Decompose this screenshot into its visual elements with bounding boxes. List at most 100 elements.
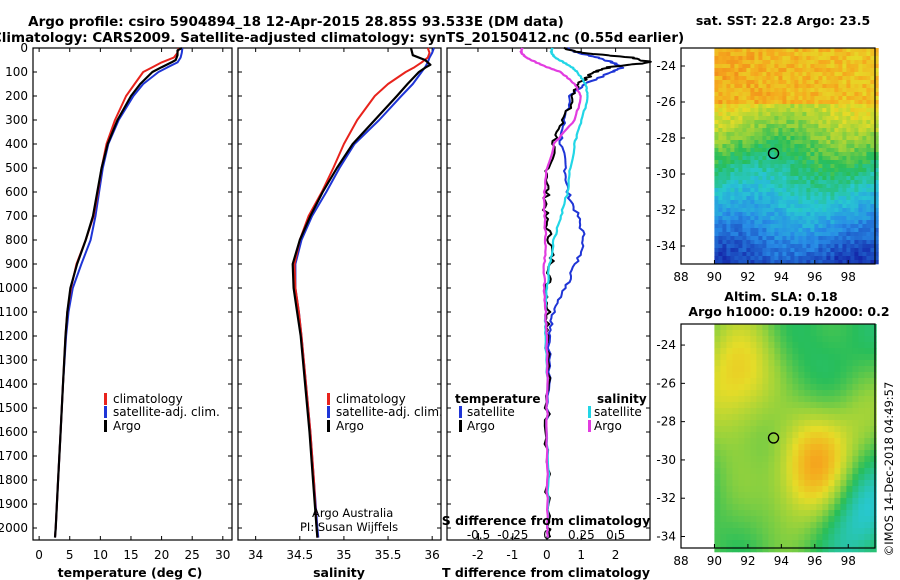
- sst-map-cell: [734, 236, 739, 241]
- sla-map-cell: [846, 438, 853, 445]
- sst-map-cell: [874, 240, 879, 245]
- sla-map-cell: [756, 456, 763, 463]
- legend-label-argo: Argo: [336, 419, 364, 433]
- sst-map-cell: [874, 100, 879, 105]
- sst-map-cell: [766, 112, 771, 117]
- sla-map-cell: [792, 540, 799, 547]
- sla-map-cell: [810, 372, 817, 379]
- sst-map-cell: [778, 132, 783, 137]
- sst-map-cell: [822, 152, 827, 157]
- sla-map-cell: [714, 492, 721, 499]
- sst-map-cell: [802, 204, 807, 209]
- sst-map-cell: [714, 184, 719, 189]
- sst-map-cell: [774, 144, 779, 149]
- sst-map-cell: [770, 212, 775, 217]
- sla-map-cell: [846, 390, 853, 397]
- sla-map-cell: [744, 540, 751, 547]
- lat-tick-label: -28: [656, 131, 676, 145]
- sla-map-cell: [804, 504, 811, 511]
- sst-map-cell: [774, 128, 779, 133]
- sst-map-cell: [866, 192, 871, 197]
- sla-map-cell: [732, 450, 739, 457]
- sla-map-cell: [798, 408, 805, 415]
- sst-map-cell: [866, 88, 871, 93]
- sst-map-cell: [794, 204, 799, 209]
- sst-map-cell: [782, 180, 787, 185]
- sla-map-cell: [768, 390, 775, 397]
- sst-map-cell: [726, 76, 731, 81]
- sst-map-cell: [746, 260, 751, 265]
- sst-map-cell: [778, 76, 783, 81]
- sst-map-cell: [758, 208, 763, 213]
- sla-map-cell: [816, 546, 823, 553]
- sla-map-cell: [756, 474, 763, 481]
- sst-map-axes: 88 90 92 94 96 98-24-26-28-30-32-34: [656, 59, 855, 284]
- sst-map-cell: [746, 172, 751, 177]
- sst-map-cell: [778, 176, 783, 181]
- sst-map-cell: [818, 116, 823, 121]
- sla-map-cell: [834, 540, 841, 547]
- lon-tick-label: 88: [673, 554, 688, 568]
- sla-map-cell: [780, 402, 787, 409]
- sst-map-cell: [874, 152, 879, 157]
- sst-map-cell: [794, 220, 799, 225]
- sst-map-cell: [822, 124, 827, 129]
- sst-map-cell: [754, 104, 759, 109]
- sst-map-cell: [858, 76, 863, 81]
- sla-map-cell: [864, 432, 871, 439]
- sst-map-cell: [786, 204, 791, 209]
- sst-map-cell: [766, 128, 771, 133]
- sst-map-cell: [714, 188, 719, 193]
- sst-map-cell: [814, 196, 819, 201]
- sla-map-cell: [744, 336, 751, 343]
- sst-map-cell: [738, 132, 743, 137]
- sla-map-cell: [828, 522, 835, 529]
- sst-map-cell: [858, 168, 863, 173]
- sst-map-cell: [794, 244, 799, 249]
- sla-map-cell: [834, 420, 841, 427]
- sla-map-cell: [822, 546, 829, 553]
- sst-map-cell: [858, 56, 863, 61]
- sst-map-cell: [730, 160, 735, 165]
- sst-map-cell: [778, 116, 783, 121]
- sst-map-cell: [734, 244, 739, 249]
- sst-map-cell: [750, 204, 755, 209]
- sst-map-cell: [806, 180, 811, 185]
- sst-map-cell: [750, 220, 755, 225]
- sst-map-cell: [830, 68, 835, 73]
- sst-map-cell: [830, 164, 835, 169]
- sla-map-cell: [798, 492, 805, 499]
- sla-map-cell: [864, 378, 871, 385]
- x-tick-label: 20: [154, 548, 169, 562]
- sst-map-cell: [810, 56, 815, 61]
- sst-map-cell: [742, 236, 747, 241]
- sst-map-cell: [850, 164, 855, 169]
- sla-map-cell: [732, 420, 739, 427]
- sst-map-cell: [814, 140, 819, 145]
- legend-label-climatology: climatology: [113, 392, 183, 406]
- sst-map-cell: [826, 256, 831, 261]
- sst-map-cell: [866, 216, 871, 221]
- sst-map-cell: [850, 236, 855, 241]
- sst-map-cell: [734, 100, 739, 105]
- sst-map-cell: [762, 148, 767, 153]
- sst-map-cell: [762, 160, 767, 165]
- sst-map-cell: [722, 156, 727, 161]
- sst-map-cell: [858, 248, 863, 253]
- sst-map-cell: [862, 60, 867, 65]
- sst-map-cell: [726, 144, 731, 149]
- sst-map-cell: [786, 56, 791, 61]
- sla-map-cell: [864, 522, 871, 529]
- sst-map-cell: [798, 80, 803, 85]
- sst-map-cell: [866, 144, 871, 149]
- sst-map-cell: [854, 116, 859, 121]
- sst-map-cell: [850, 76, 855, 81]
- sst-map-cell: [758, 100, 763, 105]
- sst-map-cell: [722, 120, 727, 125]
- sst-map-cell: [866, 128, 871, 133]
- sst-map-cell: [858, 220, 863, 225]
- sst-map-cell: [742, 180, 747, 185]
- sst-map-cell: [750, 240, 755, 245]
- sst-map-cell: [790, 200, 795, 205]
- sst-map-cell: [750, 160, 755, 165]
